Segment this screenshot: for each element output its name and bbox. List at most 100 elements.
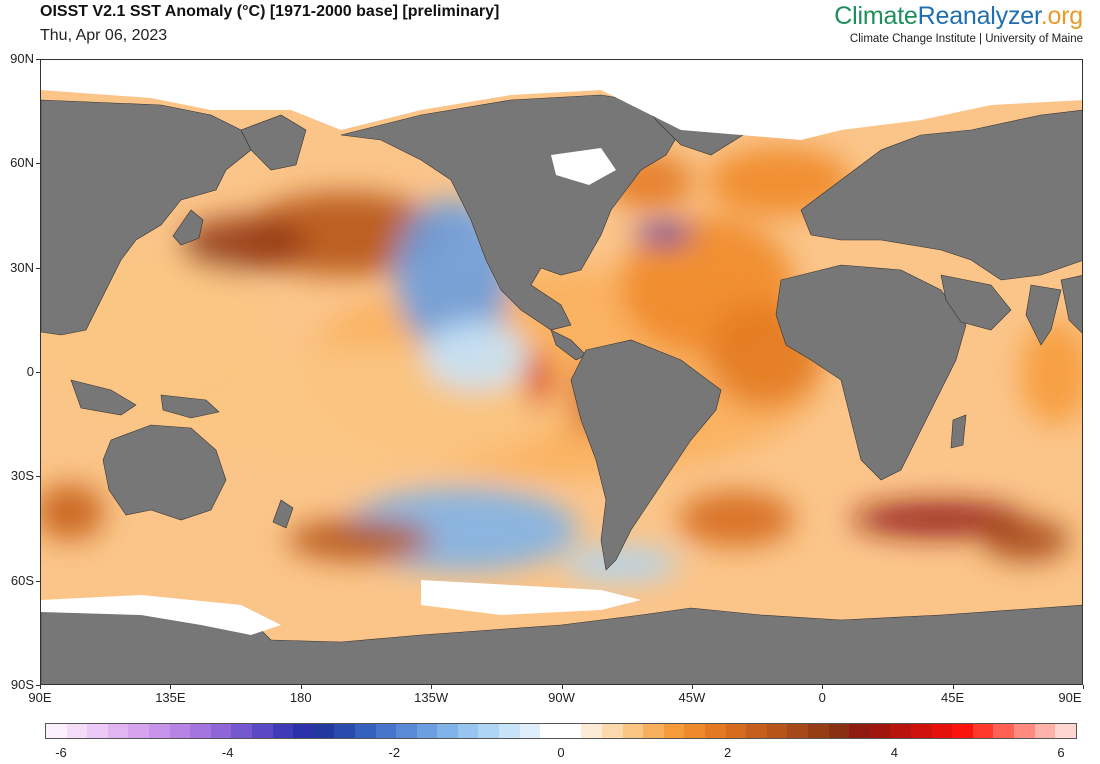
brand-part-climate: Climate [834,2,917,30]
colorbar-tick-label: -2 [374,745,414,760]
colorbar-cell [849,724,870,738]
colorbar-cell [190,724,211,738]
colorbar-cell [623,724,644,738]
colorbar-tick-label: 0 [541,745,581,760]
colorbar-tick-label: 2 [708,745,748,760]
colorbar-cell [273,724,294,738]
lat-tick-mark [36,372,40,373]
lon-tick-mark [431,685,432,689]
colorbar-cell [952,724,973,738]
colorbar-cell [396,724,417,738]
colorbar-tick-label: -6 [41,745,81,760]
colorbar-cell [890,724,911,738]
lon-tick-label: 45W [662,690,722,705]
colorbar-cell [602,724,623,738]
colorbar-cell [746,724,767,738]
colorbar-cell [870,724,891,738]
lon-tick-mark [170,685,171,689]
anomaly-region-13 [635,223,693,244]
colorbar-cell [664,724,685,738]
colorbar-cell [149,724,170,738]
lat-tick-label: 30N [0,260,34,275]
colorbar-cell [911,724,932,738]
colorbar-cell [767,724,788,738]
colorbar-tick-label: 6 [1041,745,1081,760]
lat-tick-label: 60S [0,573,34,588]
colorbar-cell [67,724,88,738]
lon-tick-label: 90E [10,690,70,705]
colorbar-cell [499,724,520,738]
colorbar-cell [314,724,335,738]
lon-tick-label: 90E [1040,690,1100,705]
colorbar-cell [355,724,376,738]
brand-subtitle: Climate Change Institute | University of… [850,33,1083,45]
colorbar-cell [787,724,808,738]
colorbar-cell [231,724,252,738]
lat-tick-mark [36,268,40,269]
lat-tick-mark [36,581,40,582]
lon-tick-mark [953,685,954,689]
lon-tick-mark [822,685,823,689]
lon-tick-label: 90W [532,690,592,705]
anomaly-region-18 [983,519,1070,561]
colorbar-cell [293,724,314,738]
lat-tick-mark [36,59,40,60]
colorbar-cell [108,724,129,738]
brand-logo[interactable]: ClimateReanalyzer.org [834,2,1083,31]
lon-tick-mark [301,685,302,689]
colorbar-cell [1055,724,1076,738]
lat-tick-label: 60N [0,155,34,170]
colorbar-cell [211,724,232,738]
lon-tick-label: 180 [271,690,331,705]
colorbar-cell [252,724,273,738]
colorbar-cell [643,724,664,738]
colorbar-cell [932,724,953,738]
lon-tick-mark [40,685,41,689]
colorbar [45,723,1077,739]
colorbar-cell [87,724,108,738]
anomaly-region-7 [528,352,551,408]
colorbar-cell [561,724,582,738]
brand-part-reanalyzer: Reanalyzer [918,2,1041,30]
colorbar-cell [705,724,726,738]
lon-tick-label: 0 [792,690,852,705]
chart-title: OISST V2.1 SST Anomaly (°C) [1971-2000 b… [40,3,499,21]
sst-anomaly-map [41,60,1083,685]
lon-tick-label: 135W [401,690,461,705]
colorbar-cell [437,724,458,738]
colorbar-cell [46,724,67,738]
colorbar-cell [128,724,149,738]
lat-tick-label: 90N [0,51,34,66]
lat-tick-label: 0 [0,364,34,379]
colorbar-cell [376,724,397,738]
colorbar-cell [581,724,602,738]
anomaly-region-17 [678,491,794,547]
date-label: Thu, Apr 06, 2023 [40,27,167,45]
anomaly-region-21 [563,547,679,582]
colorbar-cell [540,724,561,738]
colorbar-cell [520,724,541,738]
lat-tick-mark [36,476,40,477]
map-frame [40,59,1083,685]
colorbar-cell [170,724,191,738]
colorbar-cell [1014,724,1035,738]
colorbar-cell [993,724,1014,738]
colorbar-cell [417,724,438,738]
colorbar-cell [829,724,850,738]
brand-part-org: .org [1041,2,1083,30]
colorbar-cell [808,724,829,738]
colorbar-cell [1035,724,1056,738]
lon-tick-label: 135E [140,690,200,705]
colorbar-cell [458,724,479,738]
lat-tick-mark [36,163,40,164]
lon-tick-mark [562,685,563,689]
colorbar-cell [478,724,499,738]
colorbar-cell [973,724,994,738]
lat-tick-label: 30S [0,468,34,483]
lon-tick-mark [692,685,693,689]
lon-tick-mark [1083,685,1084,689]
lon-tick-label: 45E [923,690,983,705]
colorbar-cell [684,724,705,738]
colorbar-cell [726,724,747,738]
colorbar-tick-label: 4 [874,745,914,760]
